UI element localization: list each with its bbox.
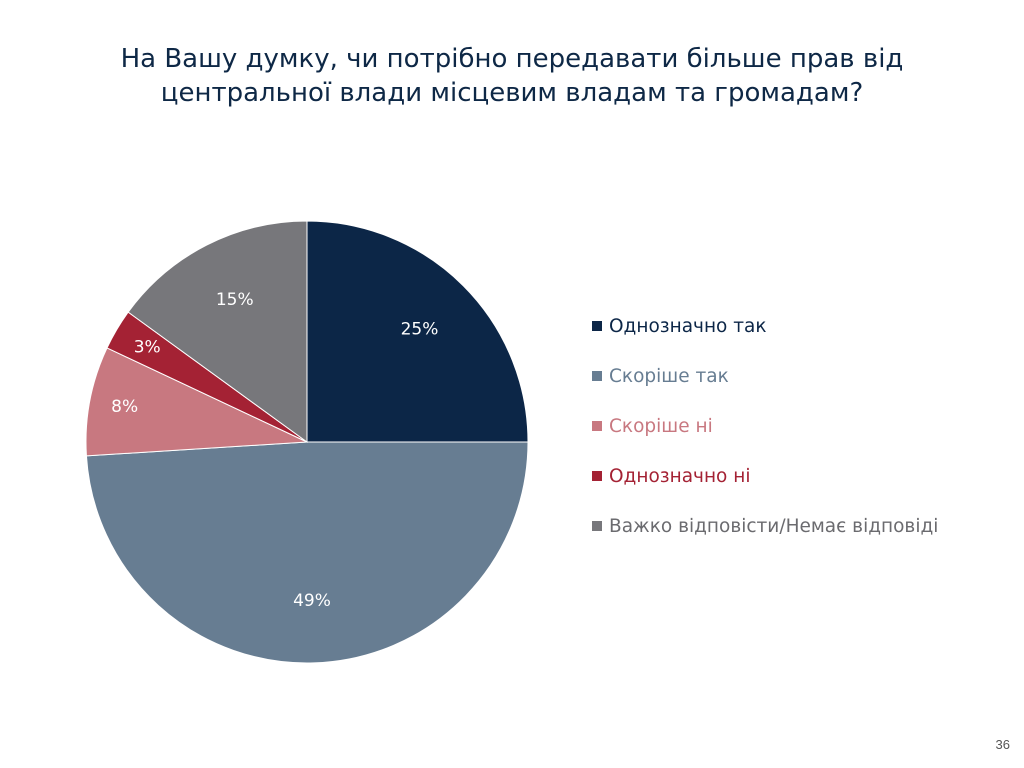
legend-label: Скоріше ні [609, 415, 713, 437]
pie-slice-1 [306, 220, 529, 443]
page-title: На Вашу думку, чи потрібно передавати бі… [60, 42, 964, 110]
legend-swatch-icon [592, 371, 602, 381]
legend-swatch-icon [592, 471, 602, 481]
pie-data-label-3: 8% [111, 397, 138, 417]
pie-data-labels: 25% 49% 8% 3% 15% [111, 290, 438, 611]
legend-item-1: Однозначно так [592, 311, 938, 341]
pie-data-label-2: 49% [293, 591, 331, 611]
legend-swatch-icon [592, 521, 602, 531]
legend-item-5: Важко відповісти/Немає відповіді [592, 511, 938, 541]
legend-label: Скоріше так [609, 365, 729, 387]
page-number: 36 [995, 737, 1010, 752]
pie-slice-5 [127, 220, 308, 443]
pie-slice-2 [85, 441, 529, 664]
chart-legend: Однозначно так Скоріше так Скоріше ні Одноз… [592, 311, 938, 561]
pie-data-label-4: 3% [134, 338, 161, 358]
legend-label: Однозначно ні [609, 465, 751, 487]
pie-slice-3 [85, 347, 308, 457]
title-line-2: центральної влади місцевим владам та гро… [160, 78, 864, 108]
legend-label: Однозначно так [609, 315, 767, 337]
legend-swatch-icon [592, 421, 602, 431]
legend-label: Важко відповісти/Немає відповіді [609, 515, 939, 537]
pie-slices [85, 220, 529, 664]
legend-item-3: Скоріше ні [592, 411, 938, 441]
title-line-1: На Вашу думку, чи потрібно передавати бі… [120, 44, 904, 74]
legend-item-2: Скоріше так [592, 361, 938, 391]
legend-swatch-icon [592, 321, 602, 331]
pie-data-label-5: 15% [216, 290, 254, 310]
legend-item-4: Однозначно ні [592, 461, 938, 491]
pie-data-label-1: 25% [401, 319, 439, 339]
